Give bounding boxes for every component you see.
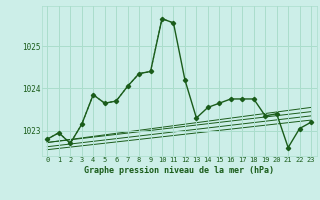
X-axis label: Graphe pression niveau de la mer (hPa): Graphe pression niveau de la mer (hPa) [84, 166, 274, 175]
